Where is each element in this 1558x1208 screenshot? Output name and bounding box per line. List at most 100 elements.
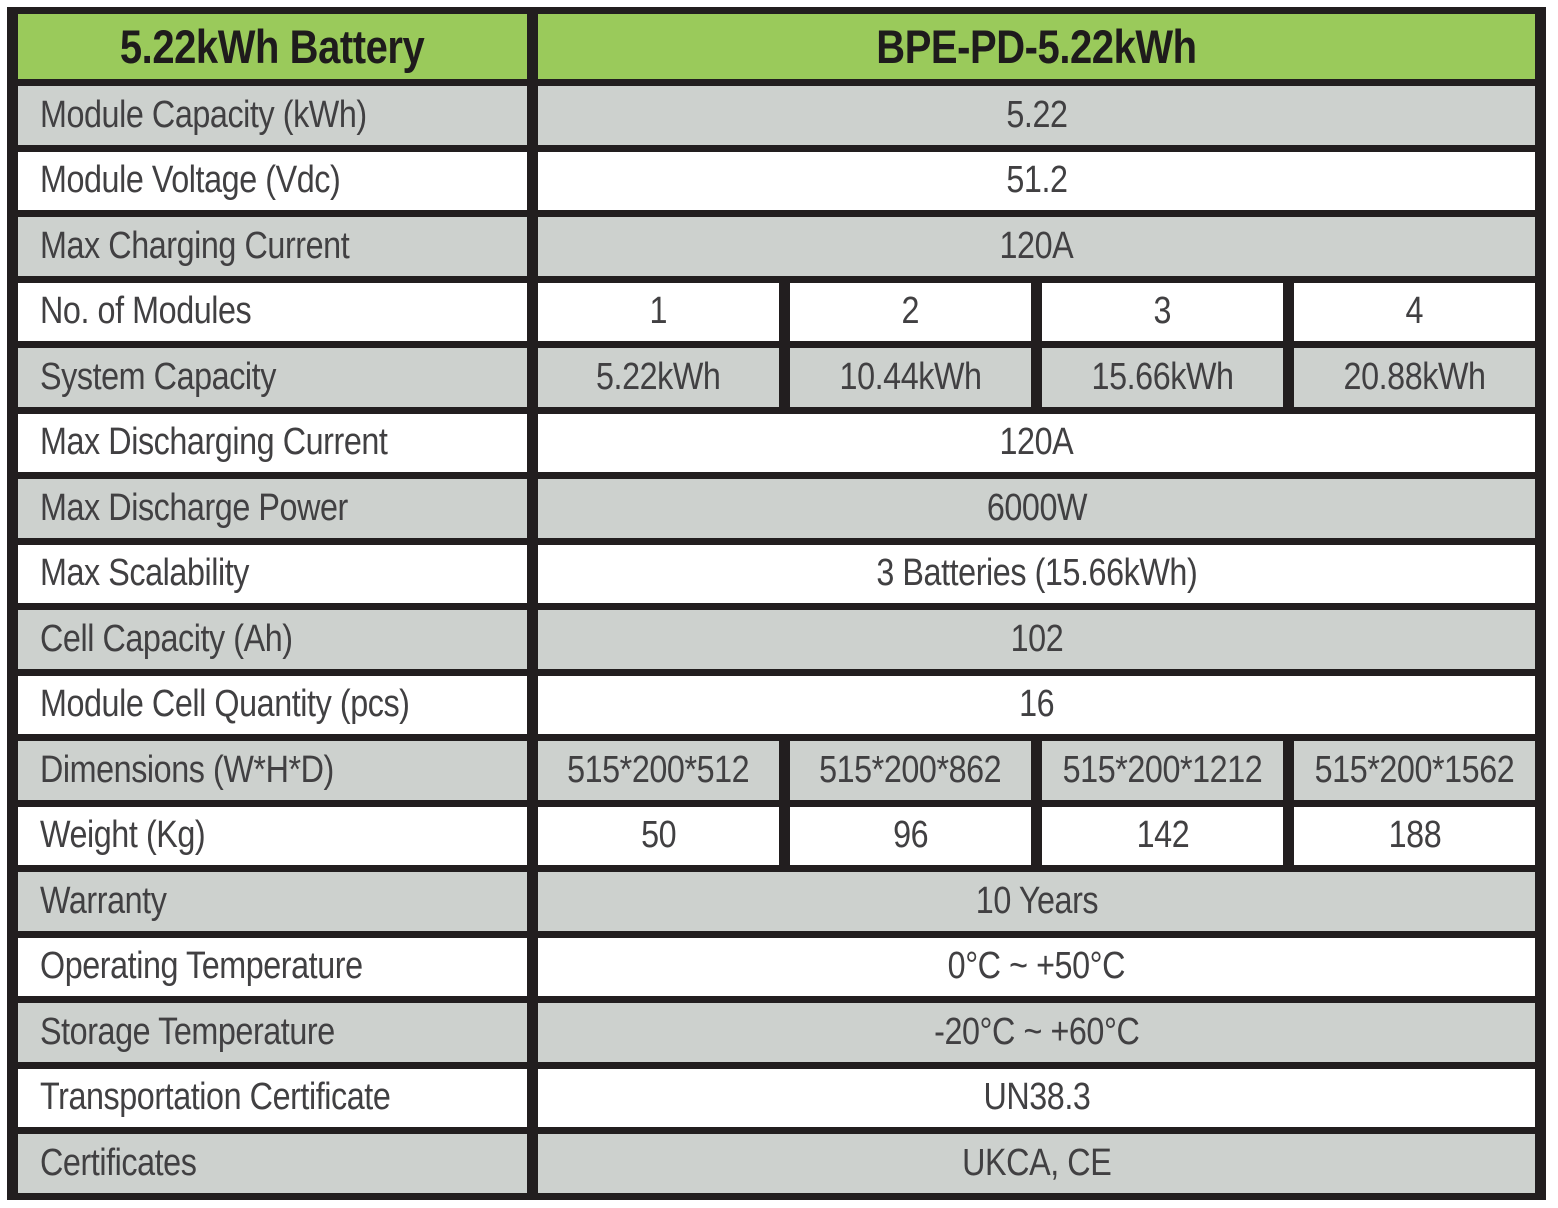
row-label-text: System Capacity <box>40 355 276 398</box>
row-value-text: UKCA, CE <box>961 1142 1112 1185</box>
spec-rows: Module Capacity (kWh) 5.22 Module Voltage … <box>7 79 1546 1200</box>
row-label-text: Module Cell Quantity (pcs) <box>40 683 410 726</box>
row-label-text: Operating Temperature <box>40 945 363 988</box>
row-label: Max Discharge Power <box>7 472 538 545</box>
row-value-text: 50 <box>640 814 677 857</box>
row-label: Storage Temperature <box>7 996 538 1069</box>
row-label: No. of Modules <box>7 275 538 349</box>
row-value-text: 3 Batteries (15.66kWh) <box>876 552 1197 595</box>
row-label: Dimensions (W*H*D) <box>7 734 538 807</box>
table-row: No. of Modules 1 2 3 4 <box>7 275 1546 349</box>
row-label: Max Charging Current <box>7 210 538 283</box>
row-label-text: Module Voltage (Vdc) <box>40 159 341 202</box>
row-value: 16 <box>527 668 1546 742</box>
row-value: 102 <box>527 603 1546 676</box>
row-label: Cell Capacity (Ah) <box>7 603 538 676</box>
row-value-text: 188 <box>1388 814 1441 857</box>
row-value: 51.2 <box>527 144 1546 218</box>
row-label-text: No. of Modules <box>40 290 252 333</box>
table-row: Dimensions (W*H*D) 515*200*512 515*200*862… <box>7 734 1546 807</box>
table-row: Storage Temperature -20°C ~ +60°C <box>7 996 1546 1069</box>
table-row: Module Voltage (Vdc) 51.2 <box>7 144 1546 218</box>
row-value-text: 515*200*1212 <box>1062 748 1263 791</box>
row-label-text: Transportation Certificate <box>40 1076 391 1119</box>
table-row: Max Scalability 3 Batteries (15.66kWh) <box>7 537 1546 611</box>
row-label: Transportation Certificate <box>7 1061 538 1135</box>
table-row: Max Charging Current 120A <box>7 210 1546 283</box>
row-value: 15.66kWh <box>1031 341 1294 414</box>
battery-spec-table: 5.22kWh Battery BPE-PD-5.22kWh Module Ca… <box>7 7 1546 1200</box>
row-label: Max Discharging Current <box>7 406 538 480</box>
table-title-cell: 5.22kWh Battery <box>7 7 538 86</box>
row-value: 4 <box>1283 275 1546 349</box>
table-row: Weight (Kg) 50 96 142 188 <box>7 799 1546 873</box>
row-value: 10 Years <box>527 865 1546 938</box>
row-value-text: 5.22kWh <box>596 355 721 398</box>
table-row: Warranty 10 Years <box>7 865 1546 938</box>
row-value-text: 10.44kWh <box>839 355 982 398</box>
row-value: 50 <box>527 799 790 873</box>
row-value: -20°C ~ +60°C <box>527 996 1546 1069</box>
table-row: Operating Temperature 0°C ~ +50°C <box>7 930 1546 1004</box>
row-label-text: Max Discharging Current <box>40 421 388 464</box>
row-value: 515*200*1212 <box>1031 734 1294 807</box>
row-value-text: 16 <box>1018 683 1055 726</box>
row-value: 96 <box>779 799 1042 873</box>
row-value-text: 10 Years <box>975 879 1098 922</box>
row-label-text: Warranty <box>40 879 167 922</box>
table-row: Module Capacity (kWh) 5.22 <box>7 79 1546 152</box>
row-value-text: 6000W <box>986 486 1087 529</box>
row-value-text: 20.88kWh <box>1343 355 1486 398</box>
row-value-text: 1 <box>649 290 668 333</box>
row-value-text: 3 <box>1153 290 1172 333</box>
row-label: Module Cell Quantity (pcs) <box>7 668 538 742</box>
table-row: Max Discharging Current 120A <box>7 406 1546 480</box>
row-value-text: -20°C ~ +60°C <box>933 1010 1140 1053</box>
row-value: 6000W <box>527 472 1546 545</box>
row-value: 515*200*512 <box>527 734 790 807</box>
row-value-text: 5.22 <box>1005 93 1068 136</box>
row-value: 142 <box>1031 799 1294 873</box>
row-value: 188 <box>1283 799 1546 873</box>
row-label: Operating Temperature <box>7 930 538 1004</box>
row-label-text: Certificates <box>40 1142 197 1185</box>
table-row: Cell Capacity (Ah) 102 <box>7 603 1546 676</box>
row-label-text: Max Charging Current <box>40 224 350 267</box>
row-value: 5.22 <box>527 79 1546 152</box>
row-value: 3 <box>1031 275 1294 349</box>
row-value-text: 51.2 <box>1005 159 1068 202</box>
row-label: Max Scalability <box>7 537 538 611</box>
row-label-text: Storage Temperature <box>40 1010 335 1053</box>
row-value: 120A <box>527 406 1546 480</box>
row-value: UN38.3 <box>527 1061 1546 1135</box>
row-value-text: 0°C ~ +50°C <box>947 945 1126 988</box>
table-row: Max Discharge Power 6000W <box>7 472 1546 545</box>
row-value-text: 120A <box>999 224 1074 267</box>
row-label: Module Voltage (Vdc) <box>7 144 538 218</box>
row-value: 3 Batteries (15.66kWh) <box>527 537 1546 611</box>
row-value-text: 515*200*1562 <box>1314 748 1515 791</box>
table-row: System Capacity 5.22kWh 10.44kWh 15.66kWh 20… <box>7 341 1546 414</box>
row-value: 2 <box>779 275 1042 349</box>
row-label: Module Capacity (kWh) <box>7 79 538 152</box>
row-value: 10.44kWh <box>779 341 1042 414</box>
row-value: 515*200*862 <box>779 734 1042 807</box>
model-number-cell: BPE-PD-5.22kWh <box>527 7 1546 86</box>
row-value-text: 515*200*512 <box>567 748 750 791</box>
row-value: 1 <box>527 275 790 349</box>
row-label-text: Module Capacity (kWh) <box>40 93 367 136</box>
row-label-text: Max Discharge Power <box>40 486 348 529</box>
row-value: 120A <box>527 210 1546 283</box>
row-value-text: UN38.3 <box>983 1076 1090 1119</box>
row-label-text: Max Scalability <box>40 552 250 595</box>
row-label-text: Weight (Kg) <box>40 814 206 857</box>
row-value-text: 102 <box>1010 617 1063 660</box>
model-number: BPE-PD-5.22kWh <box>876 20 1197 73</box>
row-value: 5.22kWh <box>527 341 790 414</box>
row-label: System Capacity <box>7 341 538 414</box>
row-value: 515*200*1562 <box>1283 734 1546 807</box>
row-value-text: 515*200*862 <box>819 748 1002 791</box>
table-title: 5.22kWh Battery <box>120 20 425 73</box>
row-value: 20.88kWh <box>1283 341 1546 414</box>
row-value-text: 96 <box>892 814 929 857</box>
